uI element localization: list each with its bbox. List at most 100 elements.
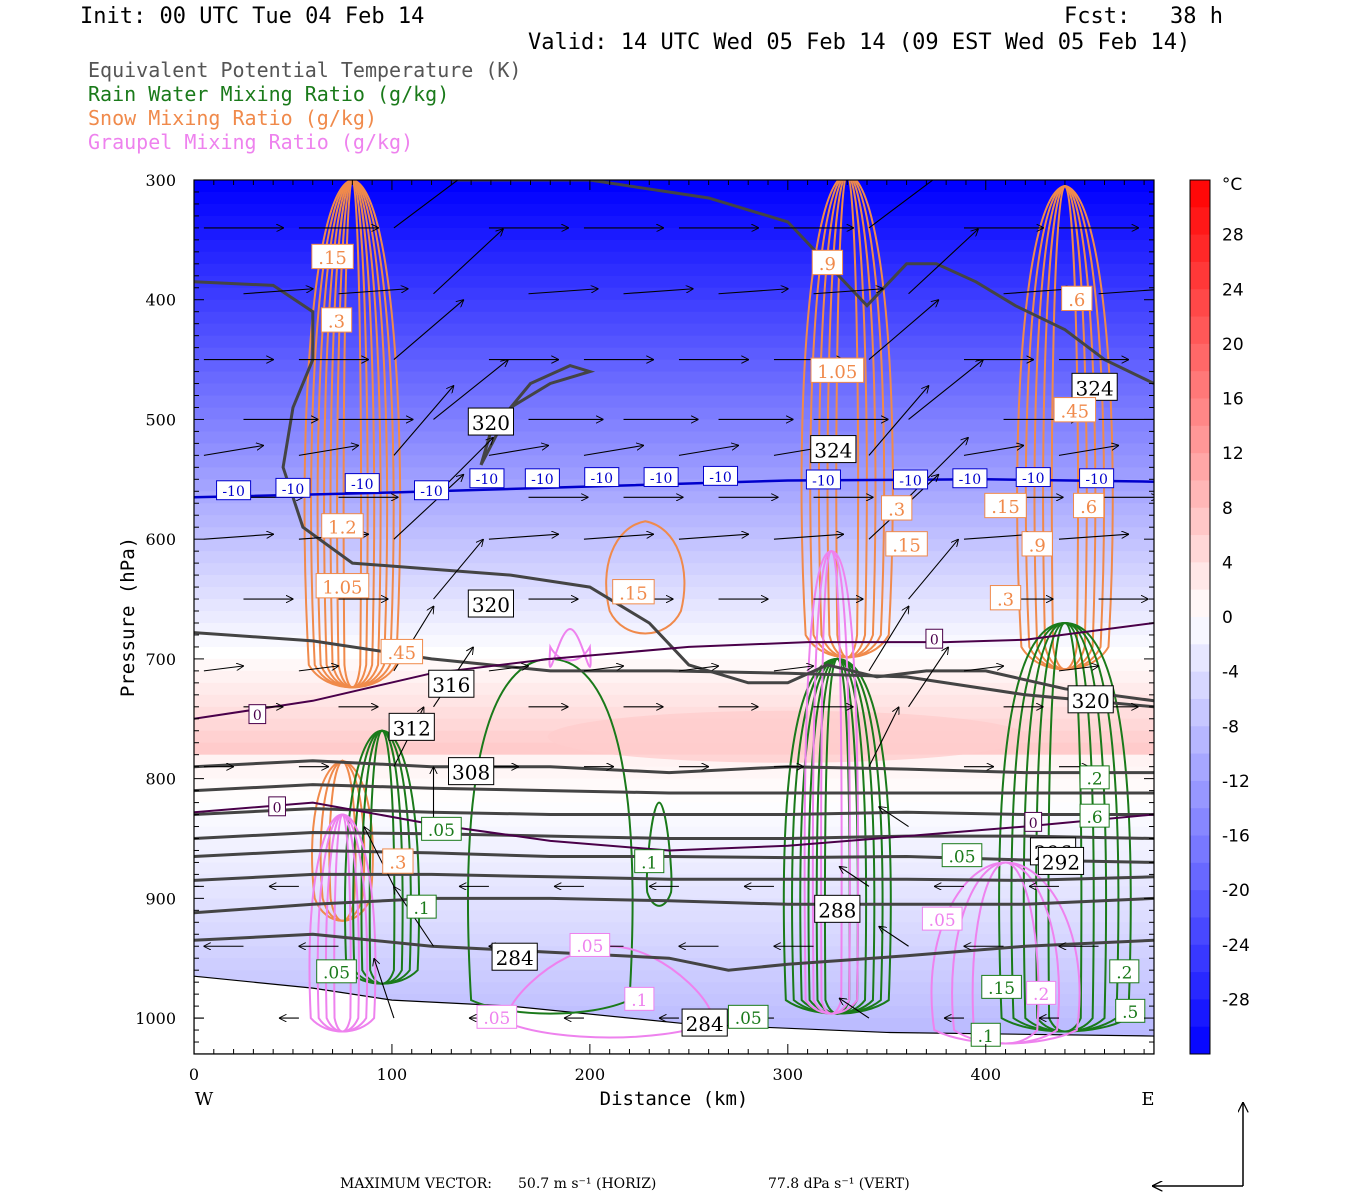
- svg-text:.1: .1: [978, 1027, 994, 1047]
- isotherm-label: 0: [248, 704, 267, 725]
- wind-vector: [433, 229, 504, 295]
- wind-vector: [1058, 445, 1119, 456]
- isotherm-label: -10: [1079, 468, 1115, 489]
- theta-e-label: 308: [448, 757, 495, 786]
- svg-text:.1: .1: [641, 853, 657, 873]
- svg-text:.2: .2: [1116, 964, 1132, 984]
- isotherm-label: 0: [1024, 811, 1043, 832]
- wind-vector: [374, 958, 395, 1019]
- colorbar-tick-label: -24: [1222, 936, 1250, 956]
- svg-text:.05: .05: [576, 937, 603, 957]
- rain-contour: [352, 729, 412, 985]
- wind-vector: [678, 534, 749, 540]
- max-vector-vertical: 77.8 dPa s⁻¹ (VERT): [768, 1176, 910, 1192]
- rain-label: .05: [727, 1004, 769, 1029]
- x-tick-label: 200: [575, 1065, 606, 1084]
- y-tick-label: 1000: [135, 1009, 176, 1028]
- colorbar-tick-label: -4: [1222, 663, 1239, 683]
- svg-text:.6: .6: [1080, 497, 1097, 518]
- isotherm-0: [194, 801, 1154, 852]
- wind-vector: [488, 534, 559, 540]
- theta-e-contour-320: [194, 280, 1154, 703]
- isotherm-label: 0: [925, 628, 944, 649]
- wind-vector: [583, 534, 654, 540]
- rain-label: .1: [634, 849, 665, 873]
- theta-e-contour-284: [194, 932, 1154, 972]
- snow-label: .45: [1053, 397, 1097, 422]
- wind-vector: [879, 807, 909, 827]
- svg-text:320: 320: [472, 593, 510, 617]
- y-axis-title: Pressure (hPa): [117, 537, 139, 697]
- isotherm-label: -10: [893, 469, 929, 490]
- svg-text:.9: .9: [819, 254, 836, 275]
- wind-vector: [1058, 666, 1099, 672]
- snow-label: .9: [1021, 531, 1053, 557]
- svg-text:.15: .15: [892, 535, 921, 556]
- wind-vector: [393, 474, 464, 540]
- svg-text:-10: -10: [1022, 471, 1045, 487]
- theta-e-label: 312: [388, 712, 435, 741]
- reference-vector: [1152, 1102, 1243, 1186]
- snow-contour: [1016, 184, 1114, 671]
- svg-text:324: 324: [814, 439, 852, 463]
- rain-label: .2: [1079, 765, 1110, 790]
- snow-label: 1.2: [321, 513, 364, 539]
- rain-contour: [998, 621, 1132, 1033]
- theta-e-label: 284: [681, 1008, 728, 1037]
- legend-snow: Snow Mixing Ratio (g/kg): [88, 106, 377, 130]
- svg-text:.05: .05: [948, 847, 975, 867]
- rain-label: .05: [941, 843, 983, 867]
- isotherm-label: -10: [584, 467, 620, 487]
- theta-e-contour-292: [194, 872, 1154, 882]
- wind-vector: [839, 866, 870, 887]
- wind-vector: [868, 606, 909, 672]
- wind-vector: [908, 229, 979, 295]
- wind-vector: [868, 385, 929, 456]
- snow-contour: [1050, 184, 1079, 671]
- rain-label: .05: [316, 959, 357, 984]
- colorbar-tick-label: 8: [1222, 499, 1233, 519]
- rain-contour: [344, 729, 421, 985]
- isotherm-label: -10: [275, 477, 311, 498]
- wind-vector: [623, 289, 694, 295]
- wind-vector: [488, 445, 549, 456]
- graupel-contour: [324, 813, 360, 1033]
- theta-e-label: 324: [1071, 372, 1118, 401]
- rain-label: .1: [406, 894, 437, 919]
- svg-text:.2: .2: [1033, 985, 1049, 1005]
- svg-text:.45: .45: [1061, 401, 1090, 422]
- wind-vector: [879, 926, 909, 947]
- svg-text:.15: .15: [318, 248, 347, 269]
- rain-label: .15: [981, 974, 1022, 999]
- svg-text:308: 308: [452, 761, 490, 785]
- temperature-shading: [194, 180, 1154, 1054]
- isotherm--10: [194, 478, 1154, 499]
- rain-contour: [1047, 621, 1083, 1033]
- svg-text:-10: -10: [351, 477, 374, 493]
- wind-vector: [678, 445, 739, 456]
- svg-text:-10: -10: [959, 472, 982, 488]
- theta-e-contour-316: [194, 631, 1154, 709]
- graupel-label: .05: [569, 932, 611, 957]
- svg-text:-10: -10: [812, 473, 835, 489]
- svg-text:.05: .05: [929, 911, 956, 931]
- y-tick-label: 400: [145, 291, 176, 310]
- isotherm-label: 0: [268, 796, 286, 816]
- snow-label: .3: [989, 585, 1022, 610]
- wind-vector: [433, 539, 484, 600]
- x-axis-west-label: W: [195, 1089, 214, 1110]
- svg-text:0: 0: [273, 800, 282, 816]
- colorbar-tick-label: -20: [1222, 881, 1250, 901]
- rain-contour: [645, 801, 673, 907]
- valid-time: Valid: 14 UTC Wed 05 Feb 14 (09 EST Wed …: [528, 30, 1191, 55]
- svg-text:.6: .6: [1068, 290, 1085, 311]
- y-tick-label: 700: [145, 650, 176, 669]
- wind-vector: [773, 534, 844, 540]
- isotherm-label: -10: [805, 469, 841, 490]
- svg-text:.3: .3: [389, 853, 406, 874]
- isotherm-0: [194, 622, 1154, 720]
- theta-e-contour-296: [194, 848, 1154, 864]
- colorbar-tick-label: -16: [1222, 827, 1250, 847]
- wind-vector: [908, 359, 984, 420]
